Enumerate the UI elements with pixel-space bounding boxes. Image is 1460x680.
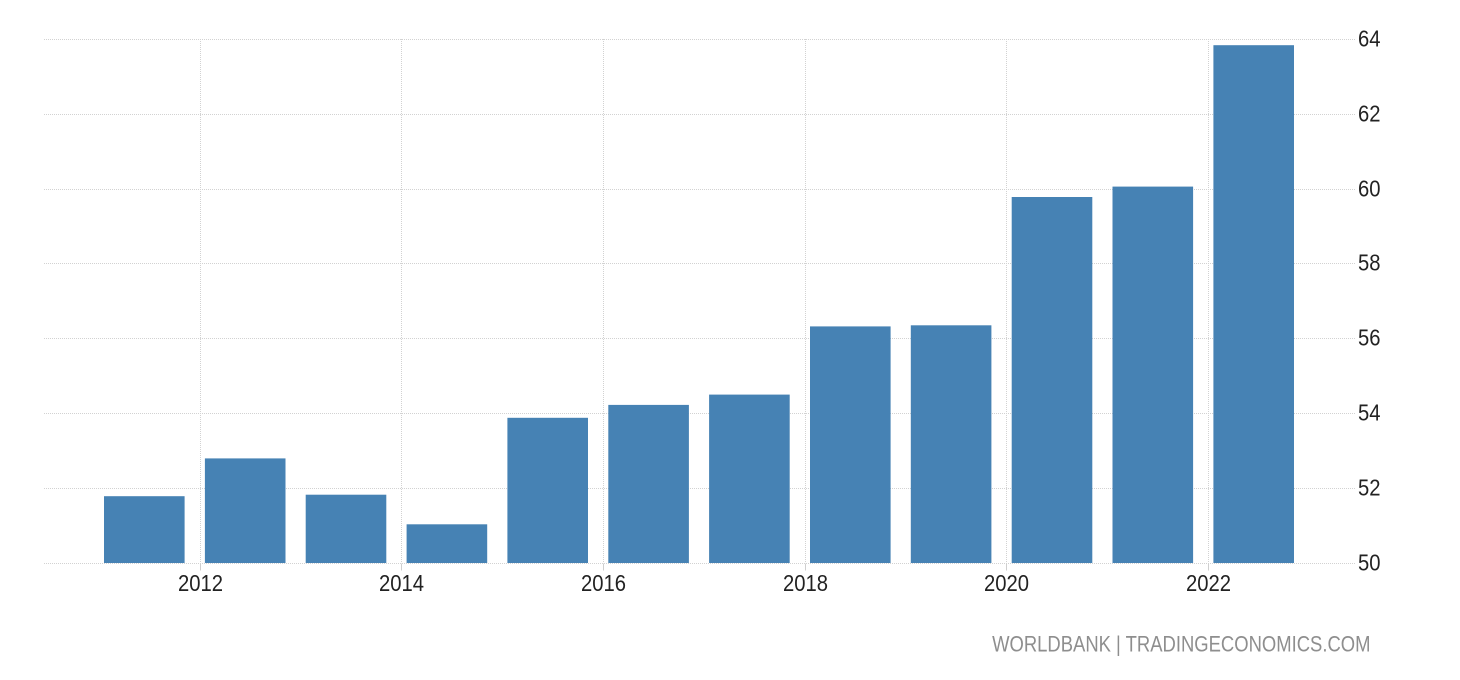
svg-text:2018: 2018 bbox=[783, 570, 828, 597]
svg-text:2016: 2016 bbox=[581, 570, 626, 597]
svg-text:56: 56 bbox=[1358, 324, 1381, 351]
svg-text:64: 64 bbox=[1358, 25, 1381, 52]
svg-text:58: 58 bbox=[1358, 249, 1381, 276]
svg-text:WORLDBANK | TRADINGECONOMICS.C: WORLDBANK | TRADINGECONOMICS.COM bbox=[992, 632, 1370, 657]
svg-text:50: 50 bbox=[1358, 549, 1381, 576]
svg-text:2020: 2020 bbox=[984, 570, 1029, 597]
svg-text:2012: 2012 bbox=[178, 570, 223, 597]
svg-text:54: 54 bbox=[1358, 399, 1381, 426]
svg-text:52: 52 bbox=[1358, 474, 1381, 501]
svg-text:62: 62 bbox=[1358, 100, 1381, 127]
svg-text:2014: 2014 bbox=[379, 570, 424, 597]
svg-text:2022: 2022 bbox=[1186, 570, 1231, 597]
svg-text:60: 60 bbox=[1358, 175, 1381, 202]
